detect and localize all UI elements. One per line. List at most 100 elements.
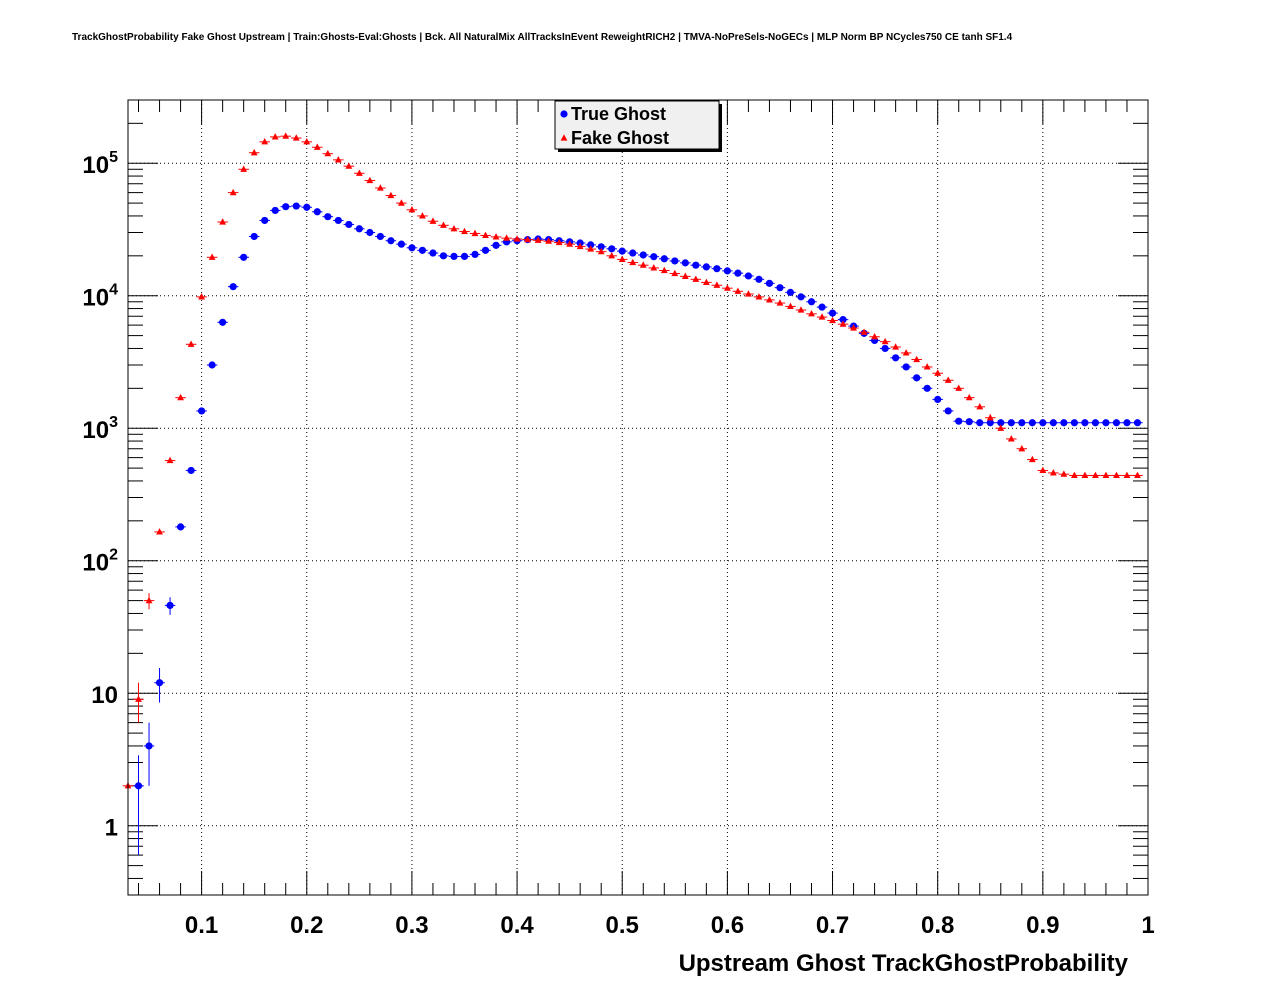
y-tick-exponent: 2 xyxy=(109,547,118,564)
fake-ghost-point xyxy=(766,296,773,303)
true-ghost-point xyxy=(471,250,479,259)
true-ghost-point xyxy=(944,407,952,415)
fake-ghost-point xyxy=(1113,471,1120,479)
fake-ghost-point xyxy=(702,278,710,286)
fake-ghost-point xyxy=(1007,435,1015,442)
fake-ghost-point xyxy=(1123,471,1131,479)
fake-ghost-point xyxy=(923,363,931,370)
true-ghost-point xyxy=(807,298,816,306)
y-tick-label: 103 xyxy=(82,414,118,444)
fake-ghost-point xyxy=(1060,470,1068,477)
true-ghost-point xyxy=(797,293,805,301)
fake-ghost-point xyxy=(208,253,216,260)
legend: True Ghost Fake Ghost xyxy=(554,100,722,152)
fake-ghost-point xyxy=(597,247,605,255)
fake-ghost-point xyxy=(997,424,1005,431)
x-tick-label: 0.5 xyxy=(606,912,639,939)
true-ghost-point xyxy=(744,272,753,280)
fake-ghost-point xyxy=(986,413,994,421)
fake-ghost-point xyxy=(1028,455,1036,463)
true-ghost-point xyxy=(881,344,889,353)
fake-ghost-point xyxy=(261,138,269,145)
fake-ghost-point xyxy=(839,320,847,327)
fake-ghost-point xyxy=(797,306,805,313)
fake-ghost-point xyxy=(503,234,510,241)
y-tick-exponent: 4 xyxy=(109,282,118,299)
fake-ghost-point xyxy=(1049,469,1057,476)
true-ghost-point xyxy=(387,237,395,245)
y-tick-label: 10 xyxy=(91,682,118,709)
true-ghost-point xyxy=(1081,419,1089,427)
fake-ghost-point xyxy=(913,355,921,363)
true-ghost-point xyxy=(155,679,164,687)
fake-ghost-point xyxy=(576,242,584,250)
x-tick-label: 0.7 xyxy=(816,912,849,939)
fake-ghost-point xyxy=(1102,471,1110,479)
true-ghost-point xyxy=(671,257,679,265)
true-ghost-point xyxy=(481,246,490,254)
true-ghost-point xyxy=(608,245,616,253)
tick-labels: 0.1 0.2 0.3 0.4 0.5 0.6 0.7 0.8 0.9 1 1 10 102 103 104… xyxy=(82,149,1154,939)
fake-ghost-point xyxy=(555,238,563,246)
true-ghost-point xyxy=(997,419,1005,427)
fake-ghost-point xyxy=(776,299,784,306)
true-ghost-point xyxy=(713,265,721,273)
data-points xyxy=(122,132,1143,856)
fake-ghost-point xyxy=(387,191,395,199)
true-ghost-point xyxy=(681,259,689,267)
fake-ghost-point xyxy=(240,165,248,172)
true-ghost-point xyxy=(240,253,248,261)
fake-ghost-point xyxy=(282,132,290,139)
true-ghost-point xyxy=(597,243,605,251)
true-ghost-point xyxy=(587,241,595,249)
fake-ghost-point xyxy=(734,287,742,294)
true-ghost-point xyxy=(324,213,332,221)
fake-ghost-point xyxy=(429,217,437,224)
true-ghost-point xyxy=(1060,419,1068,427)
true-ghost-legend-marker xyxy=(560,110,568,118)
fake-ghost-point xyxy=(1039,466,1047,474)
fake-ghost-point xyxy=(492,233,500,240)
true-ghost-point xyxy=(1039,419,1047,427)
x-tick-label: 0.2 xyxy=(290,912,323,939)
fake-ghost-point xyxy=(450,224,458,232)
true-ghost-point xyxy=(902,363,910,371)
true-ghost-point xyxy=(934,395,942,404)
fake-ghost-point xyxy=(681,272,689,279)
true-ghost-point xyxy=(460,252,469,261)
fake-ghost-point xyxy=(145,596,153,604)
fake-ghost-point xyxy=(745,290,752,297)
grid-lines xyxy=(128,100,1148,895)
fake-ghost-point xyxy=(934,369,942,376)
fake-ghost-point xyxy=(713,281,721,288)
y-tick-label: 1 xyxy=(105,815,118,842)
y-tick-exponent: 5 xyxy=(109,149,118,166)
true-ghost-point xyxy=(366,228,374,237)
true-ghost-point xyxy=(429,249,437,257)
fake-ghost-point xyxy=(419,212,426,219)
plot-frame xyxy=(127,99,1149,896)
true-ghost-point xyxy=(334,216,342,225)
true-ghost-point xyxy=(1133,419,1142,427)
true-ghost-point xyxy=(313,208,321,216)
fake-ghost-point xyxy=(1018,444,1026,452)
x-tick-label: 0.9 xyxy=(1026,912,1059,939)
fake-ghost-point xyxy=(166,456,174,464)
true-ghost-point xyxy=(1112,419,1121,427)
fake-ghost-point xyxy=(566,240,574,247)
fake-ghost-point xyxy=(755,293,763,300)
true-ghost-point xyxy=(355,225,363,233)
true-ghost-point xyxy=(818,303,826,311)
x-tick-label: 0.4 xyxy=(500,912,534,939)
true-ghost-point xyxy=(261,216,269,225)
fake-ghost-point xyxy=(187,340,195,347)
y-tick-label: 102 xyxy=(82,547,118,577)
x-tick-label: 0.1 xyxy=(185,912,218,939)
x-axis-label: Upstream Ghost TrackGhostProbability xyxy=(679,950,1129,977)
fake-ghost-point xyxy=(440,221,447,228)
fake-ghost-point xyxy=(587,245,595,252)
true-ghost-point xyxy=(650,253,658,261)
fake-ghost-point xyxy=(808,310,815,317)
fake-ghost-point xyxy=(366,176,374,184)
